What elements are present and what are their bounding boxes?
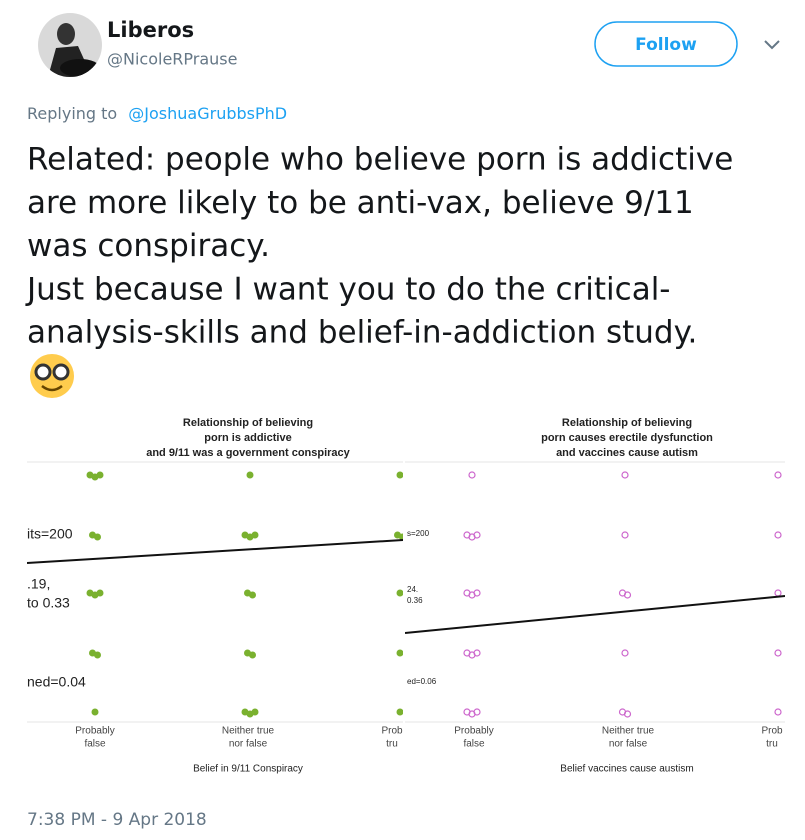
author-name[interactable]: Liberos: [107, 18, 194, 42]
avatar[interactable]: [38, 13, 102, 77]
scatter-dot: [246, 471, 254, 479]
scatter-dot: [623, 591, 632, 599]
annotation: .19,: [27, 576, 50, 592]
annotation: 24.: [407, 585, 418, 594]
x-category: nor false: [609, 739, 648, 750]
image-title: and vaccines cause autism: [556, 447, 698, 459]
scatter-dot: [774, 471, 782, 479]
x-axis-label: Belief in 9/11 Conspiracy: [193, 764, 303, 775]
scatter-dot: [621, 649, 629, 657]
follow-button[interactable]: [594, 21, 738, 67]
annotation: its=200: [27, 526, 73, 542]
image-title: porn is addictive: [204, 432, 291, 444]
scatter-dot: [473, 589, 481, 597]
scatter-dot: [396, 471, 403, 479]
scatter-dot: [621, 531, 629, 539]
scatter-dot: [96, 589, 104, 597]
x-category: Probably: [454, 726, 493, 737]
scatter-dot: [396, 649, 403, 657]
scatter-dot: [251, 708, 259, 716]
author-handle[interactable]: @NicoleRPrause: [107, 50, 237, 69]
tweet-line: are more likely to be anti-vax, believe …: [27, 185, 694, 221]
emoji-glasses: [34, 363, 52, 381]
reply-prefix: Replying to: [27, 104, 117, 123]
scatter-dot: [774, 531, 782, 539]
scatter-dot: [94, 533, 101, 541]
scatter-dot: [399, 533, 403, 541]
scatter-dot: [249, 591, 256, 599]
scatter-dot: [774, 708, 782, 716]
scatter-dot: [473, 531, 481, 539]
scatter-dot: [396, 708, 403, 716]
emoji-mouth: [41, 384, 63, 392]
timestamp[interactable]: 7:38 PM - 9 Apr 2018: [27, 810, 207, 830]
scatter-dot: [473, 649, 481, 657]
x-category: Prob: [381, 726, 403, 737]
images[interactable]: Relationship of believing porn is addicti…: [27, 408, 785, 792]
annotation: 0.36: [407, 596, 423, 605]
x-category: Prob: [761, 726, 783, 737]
fit-line: [27, 539, 403, 564]
scatter-dot: [94, 651, 101, 659]
image-bg: [405, 408, 785, 792]
scatter-dot: [96, 471, 104, 479]
x-category: tru: [766, 739, 778, 750]
emoji-glasses: [52, 363, 70, 381]
scatter-dot: [249, 651, 256, 659]
image-title: and 9/11 was a government conspiracy: [146, 447, 350, 459]
image-title: Relationship of believing: [183, 417, 313, 429]
scatter-dot: [774, 649, 782, 657]
scatter-dot: [623, 710, 632, 718]
menu-chevron[interactable]: [764, 40, 780, 50]
x-category: false: [84, 739, 106, 750]
reply-mention[interactable]: @JoshuaGrubbsPhD: [128, 104, 287, 123]
annotation: ed=0.06: [407, 677, 437, 686]
x-axis-label: Belief vaccines cause austism: [560, 764, 693, 775]
x-category: false: [463, 739, 485, 750]
scatter-dot: [91, 708, 99, 716]
annotation: ned=0.04: [27, 674, 86, 690]
x-category: Neither true: [602, 726, 655, 737]
tweet-line: was conspiracy.: [27, 228, 270, 264]
scatter-dot: [473, 708, 481, 716]
annotation: s=200: [407, 529, 430, 538]
tweet-line: analysis-skills and belief-in-addiction …: [27, 315, 697, 351]
scatter-dot: [251, 531, 259, 539]
reply-line: Replying to @JoshuaGrubbsPhD: [27, 104, 287, 123]
scatter-dot: [396, 589, 403, 597]
x-category: nor false: [229, 739, 268, 750]
scatter-dot: [621, 471, 629, 479]
tweet-line: Just because I want you to do the critic…: [25, 271, 671, 307]
follow-label[interactable]: Follow: [635, 35, 697, 55]
fit-line: [405, 595, 785, 634]
tweet-line: Related: people who believe porn is addi…: [27, 142, 733, 178]
x-category: Neither true: [222, 726, 275, 737]
chart-image: Relationship of believing porn causes ere…: [405, 408, 785, 792]
x-category: Probably: [75, 726, 114, 737]
image-title: Relationship of believing: [562, 417, 692, 429]
scatter-dot: [468, 471, 476, 479]
chart-image: Relationship of believing porn is addicti…: [27, 408, 403, 792]
annotation: to 0.33: [27, 595, 70, 611]
x-category: tru: [386, 739, 398, 750]
image-title: porn causes erectile dysfunction: [541, 432, 713, 444]
tweet-text: Related: people who believe porn is addi…: [25, 142, 733, 351]
